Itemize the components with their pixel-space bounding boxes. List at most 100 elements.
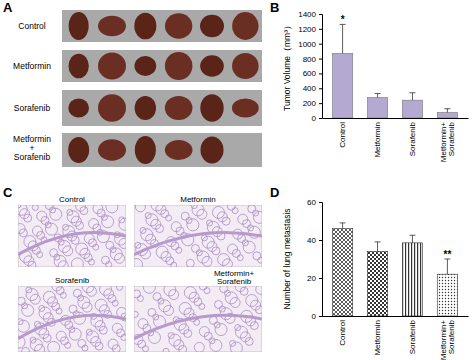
- tumor: [68, 98, 89, 117]
- bar: [402, 100, 422, 118]
- tick-label: 1200: [298, 25, 316, 34]
- tumor: [98, 94, 126, 121]
- tick-label: 1400: [298, 10, 316, 19]
- error-bar: [340, 24, 346, 53]
- bar: [367, 251, 387, 316]
- tick: 40: [307, 236, 322, 245]
- tumor: [135, 136, 156, 164]
- bar: [437, 274, 457, 316]
- tumor: [165, 13, 192, 38]
- panel-label: A: [3, 0, 13, 15]
- tick-mark: [319, 44, 322, 45]
- tick-label: 20: [307, 274, 316, 283]
- plot-area: [332, 223, 457, 316]
- tumor: [134, 56, 156, 76]
- tick: 1000: [298, 40, 322, 49]
- tick: 800: [303, 55, 322, 64]
- tumor: [232, 98, 259, 117]
- tick-label: 0: [312, 114, 317, 123]
- annotation: *: [341, 14, 345, 25]
- tick: Metformin: [373, 316, 382, 356]
- y-axis: 0 20 40 60: [307, 198, 322, 321]
- tumor: [135, 96, 156, 120]
- tick: 600: [303, 69, 322, 78]
- bar: [402, 243, 422, 316]
- panel-label: C: [3, 185, 13, 200]
- panel-label: B: [270, 0, 279, 15]
- tumor: [200, 55, 224, 76]
- tick: 400: [303, 84, 322, 93]
- histology-image: [18, 205, 126, 267]
- tick-label: Control: [338, 122, 347, 148]
- y-axis: 0 200 400 600 800 1000 1200 1400: [298, 10, 322, 123]
- tick: Sorafenib: [408, 118, 417, 156]
- tick: 0: [312, 312, 322, 321]
- photo-strip: [62, 10, 262, 42]
- tick-label: 60: [307, 198, 316, 207]
- tick: 1200: [298, 25, 322, 34]
- annotation: **: [443, 249, 451, 260]
- tumor: [232, 12, 258, 40]
- histology-image: [134, 205, 262, 267]
- tick-mark: [319, 316, 322, 317]
- tick-mark: [319, 73, 322, 74]
- tick-label: 400: [303, 84, 317, 93]
- tick-mark: [319, 202, 322, 203]
- tick-label: 600: [303, 69, 317, 78]
- tick-mark: [319, 103, 322, 104]
- error-bar: [375, 93, 381, 97]
- image-label: Control: [59, 195, 85, 204]
- tick-label: Metformin: [373, 320, 382, 356]
- tick-mark: [319, 59, 322, 60]
- error-bar: [444, 109, 450, 113]
- error-bar: [375, 242, 381, 252]
- row-label: Control: [18, 21, 46, 31]
- tick: Metformin: [373, 118, 382, 158]
- x-axis: Control Metformin Sorafenib Metformin+Soraf…: [323, 316, 469, 360]
- tick: 20: [307, 274, 322, 283]
- tumor: [69, 54, 89, 79]
- row-label: Metformin+Sorafenib: [13, 134, 51, 162]
- axis-title: Tumor Volume（mm³）: [282, 21, 292, 111]
- tumor: [69, 12, 89, 40]
- tick-label: Sorafenib: [408, 319, 417, 354]
- histology-image: [134, 286, 262, 352]
- tick-label: Metformin+Sorafenib: [439, 121, 456, 162]
- tumor: [200, 15, 224, 38]
- tumor: [200, 137, 223, 164]
- row-label: Metformin: [13, 61, 51, 71]
- figure: A Control Metformin Sorafenib Metformin+Sora…: [0, 0, 472, 360]
- tick-mark: [319, 29, 322, 30]
- image-label: Sorafenib: [55, 276, 90, 285]
- axis-line: [319, 203, 323, 317]
- tumor: [98, 139, 126, 160]
- tick: 60: [307, 198, 322, 207]
- axis-title: Number of lung metastasis: [282, 208, 292, 309]
- tick-mark: [319, 118, 322, 119]
- axis-line: [323, 316, 469, 317]
- tick: 0: [312, 114, 322, 123]
- tumor: [200, 94, 223, 121]
- tick-label: Metformin+Sorafenib: [439, 319, 456, 360]
- error-bar: [340, 223, 346, 229]
- tumor: [165, 140, 193, 160]
- tumor: [98, 16, 126, 37]
- tick-mark: [319, 240, 322, 241]
- x-axis: Control Metformin Sorafenib Metformin+Soraf…: [323, 118, 469, 162]
- tick: 200: [303, 99, 322, 108]
- photo-strip: [62, 90, 262, 126]
- tick: Control: [338, 118, 347, 148]
- tumor: [165, 52, 193, 80]
- bar: [437, 112, 457, 118]
- tick: Metformin+Sorafenib: [439, 118, 456, 162]
- tumor: [68, 137, 89, 163]
- tick: 1400: [298, 10, 322, 19]
- tumor: [165, 96, 193, 120]
- tick-mark: [319, 278, 322, 279]
- error-bar: [409, 235, 415, 243]
- axis-line: [323, 118, 469, 119]
- histology-image: [18, 286, 126, 352]
- tick-label: Control: [338, 320, 347, 346]
- tick-label: 1000: [298, 40, 316, 49]
- tick-label: 800: [303, 55, 317, 64]
